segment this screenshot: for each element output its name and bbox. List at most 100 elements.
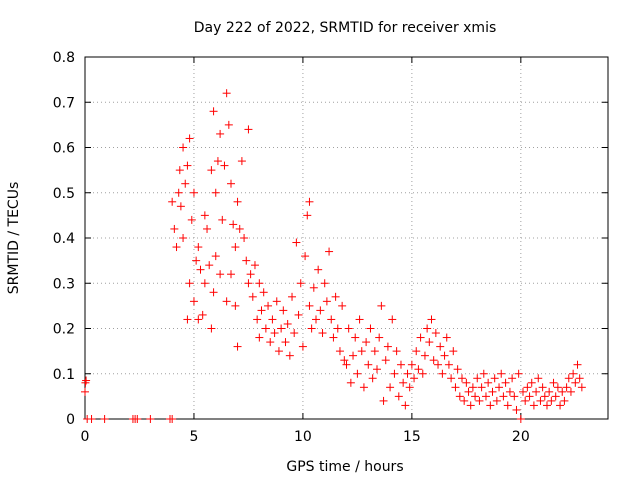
- data-point: [558, 387, 567, 396]
- y-tick-label: 0.8: [53, 50, 75, 66]
- data-point: [449, 347, 458, 356]
- data-point: [410, 374, 419, 383]
- data-point: [542, 401, 551, 410]
- plot-frame: [84, 56, 609, 420]
- data-point: [168, 415, 177, 423]
- data-point: [189, 297, 198, 306]
- data-point: [412, 347, 421, 356]
- data-point: [322, 297, 331, 306]
- data-points: [81, 89, 586, 423]
- data-point: [457, 374, 466, 383]
- x-tick-label: 0: [81, 429, 90, 445]
- data-point: [436, 342, 445, 351]
- data-point: [468, 383, 477, 392]
- data-point: [237, 157, 246, 166]
- data-point: [309, 283, 318, 292]
- data-point: [473, 374, 482, 383]
- data-point: [250, 261, 259, 270]
- data-point: [420, 351, 429, 360]
- data-point: [423, 324, 432, 333]
- data-point: [375, 333, 384, 342]
- data-point: [264, 301, 273, 310]
- data-point: [179, 143, 188, 152]
- data-point: [383, 342, 392, 351]
- data-point: [466, 401, 475, 410]
- data-point: [222, 89, 231, 98]
- data-point: [240, 234, 249, 242]
- data-point: [207, 324, 216, 333]
- data-point: [569, 369, 578, 378]
- data-point: [462, 378, 471, 387]
- data-point: [233, 342, 242, 351]
- data-point: [388, 315, 397, 324]
- data-point: [516, 415, 525, 423]
- data-point: [399, 378, 408, 387]
- data-point: [176, 202, 185, 211]
- data-point: [209, 107, 218, 116]
- data-point: [351, 333, 360, 342]
- data-point: [377, 301, 386, 310]
- data-point: [338, 301, 347, 310]
- data-point: [527, 378, 536, 387]
- data-point: [538, 383, 547, 392]
- data-point: [248, 292, 257, 301]
- data-point: [198, 310, 207, 319]
- data-point: [211, 188, 220, 197]
- data-point: [327, 315, 336, 324]
- data-point: [329, 333, 338, 342]
- data-point: [455, 392, 464, 401]
- data-point: [194, 315, 203, 324]
- data-point: [218, 215, 227, 224]
- data-point: [414, 365, 423, 374]
- data-point: [133, 415, 142, 423]
- data-point: [357, 347, 366, 356]
- data-point: [523, 383, 532, 392]
- data-point: [207, 166, 216, 175]
- data-point: [168, 197, 177, 206]
- data-point: [505, 387, 514, 396]
- data-point: [442, 333, 451, 342]
- data-point: [242, 256, 251, 265]
- x-tick-label: 15: [403, 429, 421, 445]
- data-point: [301, 252, 310, 261]
- data-point: [87, 415, 96, 423]
- data-point: [444, 360, 453, 369]
- data-point: [370, 347, 379, 356]
- data-point: [484, 378, 493, 387]
- data-point: [562, 383, 571, 392]
- data-point: [349, 351, 358, 360]
- data-point: [305, 197, 314, 206]
- data-point: [510, 392, 519, 401]
- data-point: [577, 383, 586, 392]
- data-point: [196, 265, 205, 274]
- data-point: [205, 261, 214, 270]
- data-point: [545, 387, 554, 396]
- data-point: [453, 365, 462, 374]
- data-point: [270, 329, 279, 338]
- data-point: [213, 157, 222, 166]
- data-point: [490, 374, 499, 383]
- data-point: [540, 392, 549, 401]
- data-point: [255, 333, 264, 342]
- data-point: [172, 243, 181, 252]
- data-point: [181, 179, 190, 188]
- data-point: [447, 374, 456, 383]
- data-point: [325, 247, 334, 256]
- data-point: [564, 374, 573, 383]
- data-point: [316, 306, 325, 315]
- data-point: [560, 396, 569, 405]
- data-point: [253, 315, 262, 324]
- data-point: [266, 338, 275, 347]
- axis-ticks: 0 5 10 15 20 0 0.1 0.2 0.3 0.4 0.5 0.6 0.7 0.8: [53, 50, 608, 445]
- data-point: [440, 351, 449, 360]
- data-point: [551, 392, 560, 401]
- data-point: [257, 306, 266, 315]
- data-point: [553, 383, 562, 392]
- y-tick-label: 0.5: [53, 186, 75, 202]
- data-point: [235, 224, 244, 233]
- y-tick-label: 0.6: [53, 141, 75, 157]
- data-point: [390, 369, 399, 378]
- data-point: [501, 378, 510, 387]
